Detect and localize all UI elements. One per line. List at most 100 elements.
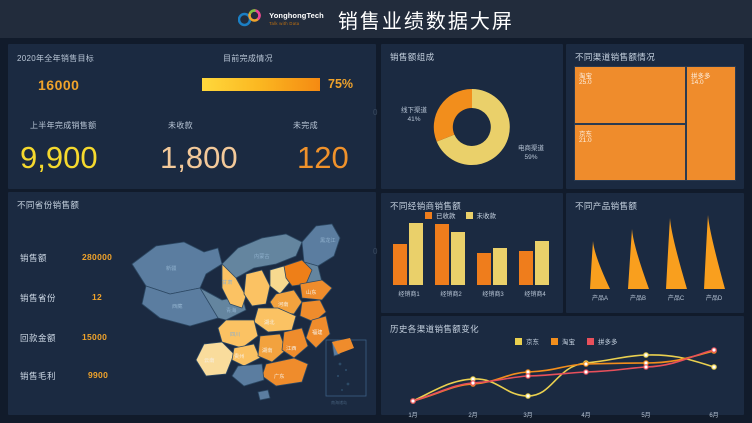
- china-choropleth-map[interactable]: 新疆 西藏 内蒙古 黑龙江 甘肃 青海 四川 云南 贵州 湖南 江西 湖北 河南…: [126, 208, 372, 408]
- stat-label-1: 销售省份: [20, 293, 57, 303]
- dealer-sales-panel: 不同经销商销售额 0 已收款 未收款 经销商1 经销商2 经销商3 经销商4: [373, 193, 563, 313]
- treemap-cell-value: 14.0: [691, 79, 704, 86]
- svg-text:西藏: 西藏: [172, 302, 183, 310]
- line-x-3: 4月: [581, 413, 591, 419]
- spike-product-a: [590, 241, 610, 289]
- progress-bar: [202, 78, 320, 91]
- logo-name: YonghongTech: [269, 11, 324, 21]
- line-x-5: 6月: [709, 413, 719, 419]
- line-chart-plot[interactable]: [381, 346, 744, 408]
- stat-label-0: 销售额: [20, 253, 48, 263]
- bar-unpaid-2[interactable]: [493, 248, 507, 285]
- sales-composition-panel: 销售额组成 0 线下渠道 41% 电商渠道 59%: [373, 44, 563, 189]
- legend-label-paid: 已收款: [436, 213, 456, 220]
- donut-panel-title: 销售额组成: [390, 52, 435, 62]
- dealer-bars-area[interactable]: [389, 219, 555, 285]
- bar-unpaid-3[interactable]: [535, 241, 549, 285]
- treemap-cell-label: 京东: [579, 131, 592, 138]
- legend-label-unpaid: 未收款: [476, 213, 497, 220]
- legend-swatch-taobao: [551, 337, 558, 345]
- province-panel-title: 不同省份销售额: [17, 200, 80, 210]
- axis-zero-artifact: 0: [373, 108, 378, 117]
- dealer-legend[interactable]: 已收款 未收款: [425, 210, 496, 220]
- kpi-target-value: 16000: [38, 77, 80, 93]
- svg-text:山东: 山东: [306, 288, 316, 296]
- treemap-cell-taobao[interactable]: 淘宝 25.0: [574, 66, 686, 124]
- treemap-panel-title: 不同渠道销售额情况: [575, 52, 656, 62]
- kpi-metric-label-2: 未完成: [293, 121, 318, 130]
- stat-value-2: 15000: [82, 332, 108, 342]
- progress-bar-fill: [202, 78, 320, 91]
- svg-text:江西: 江西: [286, 345, 296, 352]
- bar-paid-0[interactable]: [393, 244, 407, 285]
- bar-paid-3[interactable]: [519, 251, 533, 285]
- inset-label: 南海诸岛: [331, 399, 347, 405]
- legend-swatch-jd: [515, 337, 522, 345]
- bar-unpaid-1[interactable]: [451, 232, 465, 285]
- dealer-cat-1: 经销商2: [440, 292, 462, 298]
- treemap-cell-jd[interactable]: 京东 21.0: [574, 124, 686, 181]
- legend-swatch-unpaid: [465, 211, 473, 219]
- donut-slice-offline: [433, 88, 472, 142]
- stat-row: 销售额 280000: [20, 252, 138, 269]
- bar-paid-1[interactable]: [435, 224, 449, 285]
- brand-logo: YonghongTech Talk with Data: [238, 7, 324, 31]
- logo-tagline: Talk with Data: [269, 20, 300, 26]
- donut-label-offline: 线下渠道 41%: [401, 107, 427, 124]
- line-x-4: 5月: [641, 413, 651, 419]
- product-cat-0: 产品A: [591, 296, 608, 302]
- dealer-cat-2: 经销商3: [482, 292, 504, 298]
- line-x-0: 1月: [408, 413, 418, 419]
- kpi-metric-label-0: 上半年完成销售额: [30, 121, 97, 130]
- product-cat-2: 产品C: [667, 296, 685, 302]
- svg-text:内蒙古: 内蒙古: [254, 252, 270, 260]
- line-legend[interactable]: 京东 淘宝 拼多多: [515, 336, 618, 346]
- svg-text:湖北: 湖北: [264, 318, 275, 326]
- bar-unpaid-0[interactable]: [409, 223, 423, 285]
- kpi-target-label: 2020年全年销售目标: [17, 54, 95, 63]
- kpi-panel: 2020年全年销售目标 16000 目前完成情况 75% 上半年完成销售额 未收…: [8, 44, 376, 189]
- line-panel-title: 历史各渠道销售额变化: [390, 324, 480, 334]
- svg-text:广东: 广东: [274, 372, 284, 380]
- legend-label-jd: 京东: [526, 339, 539, 346]
- svg-text:贵州: 贵州: [234, 352, 244, 360]
- stat-row: 销售毛利 9900: [20, 370, 138, 387]
- axis-zero-artifact: 0: [373, 247, 378, 256]
- svg-text:四川: 四川: [230, 331, 240, 338]
- stat-row: 回款金额 15000: [20, 332, 138, 349]
- dealer-cat-0: 经销商1: [398, 292, 420, 298]
- treemap-cell-label: 拼多多: [691, 73, 711, 80]
- kpi-metric-value-2: 120: [297, 140, 349, 175]
- treemap-cell-value: 25.0: [579, 79, 592, 86]
- kpi-metric-value-0: 9,900: [20, 140, 98, 175]
- spike-product-b: [628, 229, 649, 289]
- kpi-progress-label: 目前完成情况: [223, 54, 273, 63]
- spike-product-c: [666, 218, 687, 289]
- product-panel-title: 不同产品销售额: [575, 201, 638, 211]
- product-cat-3: 产品D: [705, 296, 723, 302]
- svg-text:甘肃: 甘肃: [222, 278, 232, 286]
- dashboard-header: YonghongTech Talk with Data 销售业绩数据大屏: [0, 0, 752, 38]
- donut-slice-ecommerce: [436, 89, 510, 165]
- svg-text:河南: 河南: [278, 300, 288, 308]
- province-sales-panel: 不同省份销售额 销售额 280000 销售省份 12 回款金额 15000 销售…: [8, 192, 376, 415]
- donut-chart[interactable]: [381, 69, 563, 187]
- dealer-panel-title: 不同经销商销售额: [390, 201, 462, 211]
- kpi-metric-value-1: 1,800: [160, 140, 238, 175]
- channel-sales-panel: 不同渠道销售额情况 淘宝 25.0 京东 21.0 拼多多 14.0: [566, 44, 744, 189]
- product-cat-1: 产品B: [629, 296, 646, 302]
- stat-value-1: 12: [92, 292, 103, 302]
- legend-swatch-pdd: [587, 337, 594, 345]
- svg-text:新疆: 新疆: [166, 264, 176, 272]
- stat-value-3: 9900: [88, 370, 109, 380]
- treemap-cell-value: 21.0: [579, 137, 592, 144]
- kpi-metric-label-1: 未收款: [168, 121, 193, 130]
- legend-label-taobao: 淘宝: [562, 339, 575, 346]
- treemap-cell-pdd[interactable]: 拼多多 14.0: [686, 66, 736, 181]
- product-spike-chart[interactable]: [566, 215, 744, 299]
- bar-paid-2[interactable]: [477, 253, 491, 285]
- svg-text:云南: 云南: [204, 356, 214, 364]
- svg-text:湖南: 湖南: [262, 346, 272, 354]
- stat-label-2: 回款金额: [20, 333, 57, 343]
